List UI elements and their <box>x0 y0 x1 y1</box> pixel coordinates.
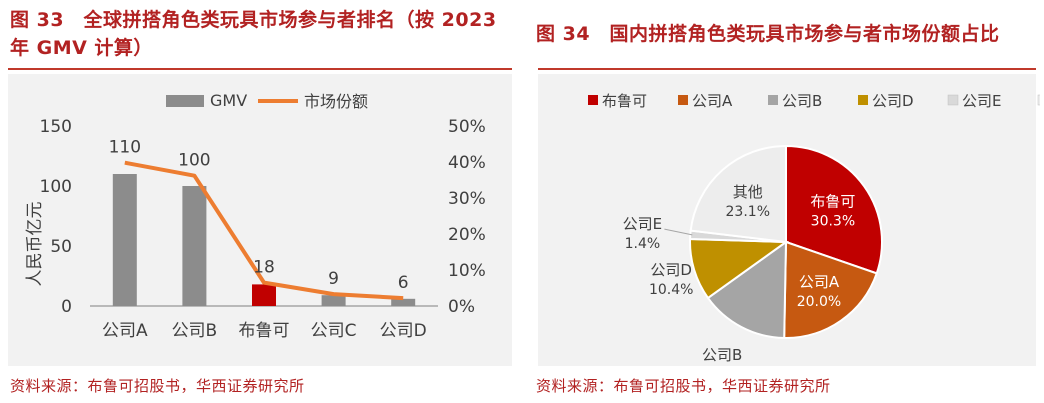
y2-tick-label: 30% <box>448 189 486 209</box>
x-tick-label: 布鲁可 <box>239 321 290 341</box>
pie-category-label: 公司E <box>623 215 662 233</box>
legend-swatch <box>678 95 688 105</box>
legend-label: 公司D <box>872 92 914 110</box>
bar-data-label: 100 <box>178 151 210 171</box>
legend-share-label: 市场份额 <box>304 92 368 111</box>
pie-slice-其他 <box>689 144 787 244</box>
left-title-rule <box>8 68 512 70</box>
y-tick-label: 50 <box>50 237 72 257</box>
bar-公司C <box>321 295 346 306</box>
pie-category-label: 布鲁可 <box>810 193 855 211</box>
legend-swatch <box>768 95 778 105</box>
bar-data-label: 9 <box>328 269 339 289</box>
pie-value-label: 23.1% <box>726 204 770 220</box>
y2-tick-label: 50% <box>448 117 486 137</box>
pie-chart-legend: 布鲁可公司A公司B公司D公司E其他 <box>588 92 1040 110</box>
right-title-rule <box>538 68 1036 70</box>
legend-label: 公司B <box>782 92 822 110</box>
bar-公司A <box>112 174 137 306</box>
left-figure: 图 33 全球拼搭角色类玩具市场参与者排名（按 2023 年 GMV 计算） G… <box>0 0 516 403</box>
pie-slice-公司A <box>783 240 878 339</box>
legend-label: 公司A <box>692 92 733 110</box>
bar-公司D <box>391 298 416 306</box>
bar-chart-legend: GMV 市场份额 <box>166 91 368 111</box>
y-tick-label: 150 <box>40 117 72 137</box>
bar-data-label: 110 <box>109 138 141 158</box>
pie-slice-公司B <box>706 240 788 340</box>
x-tick-label: 公司C <box>311 321 357 341</box>
pie-value-label: 1.4% <box>625 236 661 252</box>
pie-slice-布鲁可 <box>785 144 883 275</box>
y2-tick-label: 10% <box>448 261 486 281</box>
bar-data-label: 18 <box>253 258 275 278</box>
y-tick-label: 0 <box>61 297 72 317</box>
legend-gmv-swatch <box>166 95 204 107</box>
y-axis-title: 人民币亿元 <box>25 202 45 287</box>
legend-swatch <box>947 94 959 106</box>
pie-value-label: 30.3% <box>811 214 855 230</box>
legend-label: 布鲁可 <box>602 92 647 110</box>
pie-category-label: 公司B <box>702 346 742 364</box>
legend-gmv-label: GMV <box>210 91 247 110</box>
right-figure-title: 图 34 国内拼搭角色类玩具市场参与者市场份额占比 <box>536 23 1000 45</box>
right-source-note: 资料来源：布鲁可招股书，华西证券研究所 <box>536 377 831 395</box>
pie-category-label: 公司A <box>799 273 840 291</box>
legend-swatch <box>858 95 868 105</box>
gmv-bar-chart: GMV 市场份额 人民币亿元 0 50 100 150 0% 10% 20% 30% 40% 50… <box>25 91 486 341</box>
pie-value-label: 10.4% <box>649 282 693 298</box>
pie-category-label: 其他 <box>733 183 763 201</box>
legend-label: 公司E <box>962 92 1001 110</box>
pie-value-label: 20.0% <box>797 294 841 310</box>
left-source-note: 资料来源：布鲁可招股书，华西证券研究所 <box>10 377 305 395</box>
y2-tick-label: 40% <box>448 153 486 173</box>
left-title-line1: 图 33 全球拼搭角色类玩具市场参与者排名（按 2023 <box>10 9 497 31</box>
x-tick-label: 公司D <box>380 321 427 341</box>
bar-公司B <box>182 186 207 306</box>
y-tick-label: 100 <box>40 177 72 197</box>
bar-data-label: 6 <box>398 273 409 293</box>
x-tick-label: 公司B <box>172 321 218 341</box>
y2-tick-label: 20% <box>448 225 486 245</box>
y2-tick-label: 0% <box>448 297 475 317</box>
left-figure-title: 图 33 全球拼搭角色类玩具市场参与者排名（按 2023 年 GMV 计算） <box>10 6 506 62</box>
market-share-line <box>124 160 404 301</box>
pie-leader-line <box>664 228 693 236</box>
x-tick-label: 公司A <box>102 321 148 341</box>
left-title-line2: 年 GMV 计算） <box>10 37 153 59</box>
legend-swatch <box>588 95 598 105</box>
market-share-pie-chart: 布鲁可公司A公司B公司D公司E其他 布鲁可30.3%公司A20.0%公司B14.… <box>588 92 1040 364</box>
legend-swatch <box>1037 94 1040 106</box>
right-figure: 图 34 国内拼搭角色类玩具市场参与者市场份额占比 布鲁可 公司A 公司B 公司D 公司… <box>530 0 1040 403</box>
left-chart-background <box>8 74 512 366</box>
pie-category-label: 公司D <box>650 261 692 279</box>
bar-布鲁可 <box>252 284 276 306</box>
